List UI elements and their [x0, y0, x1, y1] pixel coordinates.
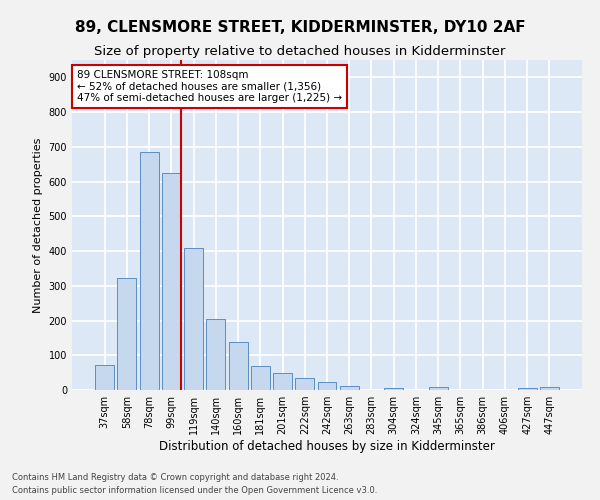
Bar — [184, 248, 203, 390]
Text: Contains HM Land Registry data © Crown copyright and database right 2024.
Contai: Contains HM Land Registry data © Crown c… — [12, 474, 377, 495]
X-axis label: Distribution of detached houses by size in Kidderminster: Distribution of detached houses by size … — [159, 440, 495, 453]
Bar — [429, 386, 448, 390]
Bar — [251, 366, 270, 390]
Text: Size of property relative to detached houses in Kidderminster: Size of property relative to detached ho… — [94, 45, 506, 58]
Y-axis label: Number of detached properties: Number of detached properties — [33, 138, 43, 312]
Bar — [229, 342, 248, 390]
Bar — [95, 365, 114, 390]
Bar — [317, 382, 337, 390]
Bar — [518, 388, 536, 390]
Text: 89 CLENSMORE STREET: 108sqm
← 52% of detached houses are smaller (1,356)
47% of : 89 CLENSMORE STREET: 108sqm ← 52% of det… — [77, 70, 342, 103]
Bar — [273, 374, 292, 390]
Bar — [340, 386, 359, 390]
Bar — [118, 278, 136, 390]
Bar — [295, 378, 314, 390]
Bar — [206, 319, 225, 390]
Bar — [140, 152, 158, 390]
Bar — [162, 173, 181, 390]
Text: 89, CLENSMORE STREET, KIDDERMINSTER, DY10 2AF: 89, CLENSMORE STREET, KIDDERMINSTER, DY1… — [74, 20, 526, 35]
Bar — [384, 388, 403, 390]
Bar — [540, 386, 559, 390]
